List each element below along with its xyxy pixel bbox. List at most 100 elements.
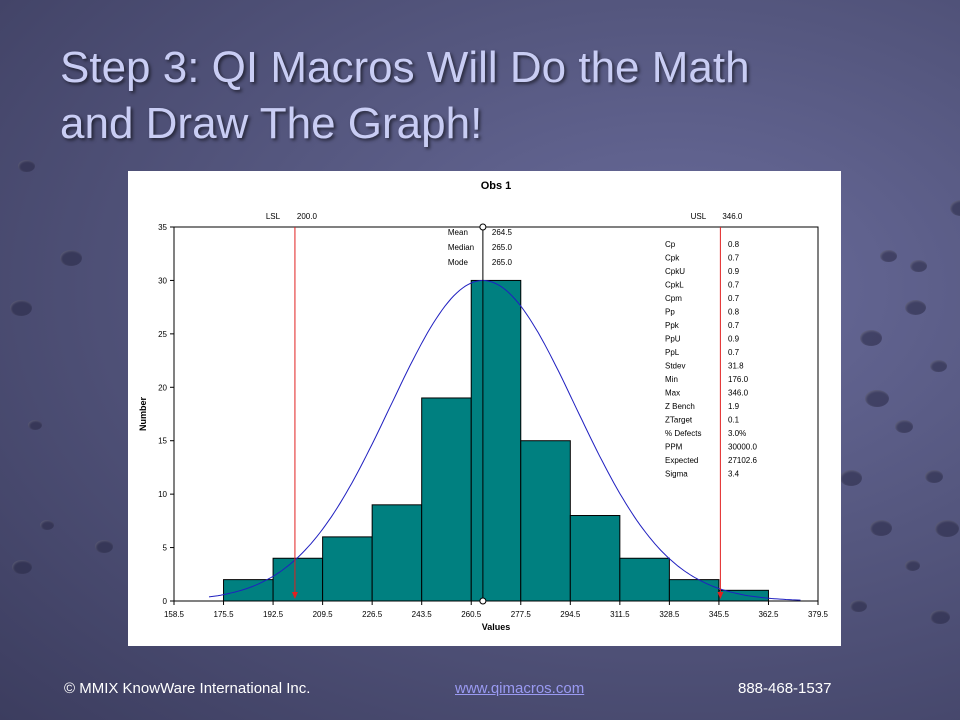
stat-name: PpL bbox=[665, 348, 680, 357]
normal-curve bbox=[208, 279, 801, 601]
y-axis-label: Number bbox=[138, 397, 148, 432]
background-dot bbox=[40, 520, 54, 530]
y-tick-label: 30 bbox=[158, 276, 167, 285]
stat-value: 0.7 bbox=[728, 321, 740, 330]
x-tick-label: 379.5 bbox=[808, 610, 829, 619]
stat-name: Ppk bbox=[665, 321, 680, 330]
x-tick-label: 175.5 bbox=[214, 610, 235, 619]
stat-value: 0.7 bbox=[728, 348, 740, 357]
stat-name: CpkL bbox=[665, 281, 684, 290]
background-dot bbox=[905, 560, 921, 571]
x-tick-label: 345.5 bbox=[709, 610, 730, 619]
x-axis-label: Values bbox=[482, 622, 511, 632]
stat-value: 346.0 bbox=[728, 389, 749, 398]
stat-name: PpU bbox=[665, 335, 681, 344]
histogram-bar bbox=[272, 557, 324, 602]
stat-value: 31.8 bbox=[728, 362, 744, 371]
center-stat-name: Median bbox=[448, 243, 474, 252]
histogram-bar bbox=[668, 579, 720, 602]
stat-name: ZTarget bbox=[665, 416, 693, 425]
y-tick-label: 20 bbox=[158, 383, 167, 392]
x-tick-label: 311.5 bbox=[610, 610, 630, 619]
stat-value: 176.0 bbox=[728, 375, 749, 384]
background-dot bbox=[870, 520, 893, 536]
x-tick-label: 294.5 bbox=[560, 610, 581, 619]
stat-value: 27102.6 bbox=[728, 456, 757, 465]
stat-name: Cpk bbox=[665, 254, 680, 263]
center-stat-value: 265.0 bbox=[492, 258, 513, 267]
histogram-bar bbox=[223, 579, 274, 602]
lsl-value: 200.0 bbox=[297, 212, 318, 221]
mean-marker-bottom bbox=[479, 597, 487, 605]
stat-name: Sigma bbox=[665, 470, 688, 479]
histogram-bar bbox=[569, 515, 621, 602]
x-tick-label: 158.5 bbox=[164, 610, 185, 619]
footer-copyright: © MMIX KnowWare International Inc. bbox=[64, 680, 311, 697]
background-dot bbox=[60, 250, 83, 266]
histogram-bar bbox=[520, 440, 571, 602]
background-dot bbox=[865, 390, 889, 407]
background-dot bbox=[840, 470, 863, 486]
background-dot bbox=[930, 360, 947, 372]
background-dot bbox=[28, 420, 42, 430]
background-dot bbox=[18, 160, 35, 172]
y-tick-label: 25 bbox=[158, 330, 167, 339]
x-tick-label: 362.5 bbox=[758, 610, 779, 619]
histogram-bar bbox=[470, 279, 522, 602]
y-tick-label: 35 bbox=[158, 223, 167, 232]
lsl-arrow bbox=[291, 592, 298, 599]
footer-phone: 888-468-1537 bbox=[738, 680, 832, 697]
chart-title: Obs 1 bbox=[481, 180, 512, 192]
usl-value: 346.0 bbox=[722, 212, 743, 221]
x-tick-label: 192.5 bbox=[263, 610, 284, 619]
stat-value: 3.4 bbox=[728, 470, 740, 479]
histogram-bar bbox=[619, 557, 670, 602]
background-dot bbox=[95, 540, 114, 553]
x-tick-label: 328.5 bbox=[659, 610, 680, 619]
footer-website-link[interactable]: www.qimacros.com bbox=[455, 680, 585, 697]
center-stat-name: Mean bbox=[448, 228, 468, 237]
background-dot bbox=[930, 610, 950, 624]
x-tick-label: 243.5 bbox=[412, 610, 433, 619]
stat-value: 0.1 bbox=[728, 416, 740, 425]
histogram-bar bbox=[421, 397, 472, 602]
y-tick-label: 5 bbox=[163, 544, 168, 553]
background-dot bbox=[12, 560, 32, 574]
stat-name: Cpm bbox=[665, 294, 682, 303]
background-dot bbox=[910, 260, 927, 272]
mean-marker-top bbox=[479, 223, 487, 231]
lsl-label: LSL bbox=[266, 212, 281, 221]
stat-value: 0.8 bbox=[728, 308, 740, 317]
y-tick-label: 0 bbox=[163, 597, 168, 606]
background-dot bbox=[895, 420, 914, 433]
stat-name: Pp bbox=[665, 308, 675, 317]
x-tick-label: 277.5 bbox=[511, 610, 532, 619]
x-tick-label: 260.5 bbox=[461, 610, 482, 619]
center-stat-value: 265.0 bbox=[492, 243, 513, 252]
histogram-bar bbox=[371, 504, 423, 602]
center-stat-value: 264.5 bbox=[492, 228, 513, 237]
slide-title-line-2: and Draw The Graph! bbox=[60, 99, 483, 148]
background-dot bbox=[925, 470, 944, 483]
x-tick-label: 226.5 bbox=[362, 610, 383, 619]
slide-title-line-1: Step 3: QI Macros Will Do the Math bbox=[60, 43, 750, 92]
stat-value: 0.9 bbox=[728, 335, 740, 344]
stat-name: Z Bench bbox=[665, 402, 695, 411]
usl-label: USL bbox=[691, 212, 707, 221]
background-dot bbox=[860, 330, 883, 346]
stat-value: 1.9 bbox=[728, 402, 740, 411]
stat-value: 0.7 bbox=[728, 294, 740, 303]
histogram-chart: Obs 1 0 5 10 15 20 25 30 35 158.5 175.5 192.5 209.5 2… bbox=[128, 171, 841, 646]
x-tick-label: 209.5 bbox=[313, 610, 334, 619]
y-tick-label: 15 bbox=[158, 437, 167, 446]
stat-value: 0.8 bbox=[728, 240, 740, 249]
stat-name: CpkU bbox=[665, 267, 685, 276]
center-stat-name: Mode bbox=[448, 258, 469, 267]
usl-arrow bbox=[717, 592, 724, 599]
stat-name: Cp bbox=[665, 240, 676, 249]
background-dot bbox=[905, 300, 926, 315]
stat-name: Expected bbox=[665, 456, 698, 465]
histogram-bar bbox=[718, 589, 769, 602]
background-dot bbox=[935, 520, 959, 537]
stat-value: 3.0% bbox=[728, 429, 746, 438]
